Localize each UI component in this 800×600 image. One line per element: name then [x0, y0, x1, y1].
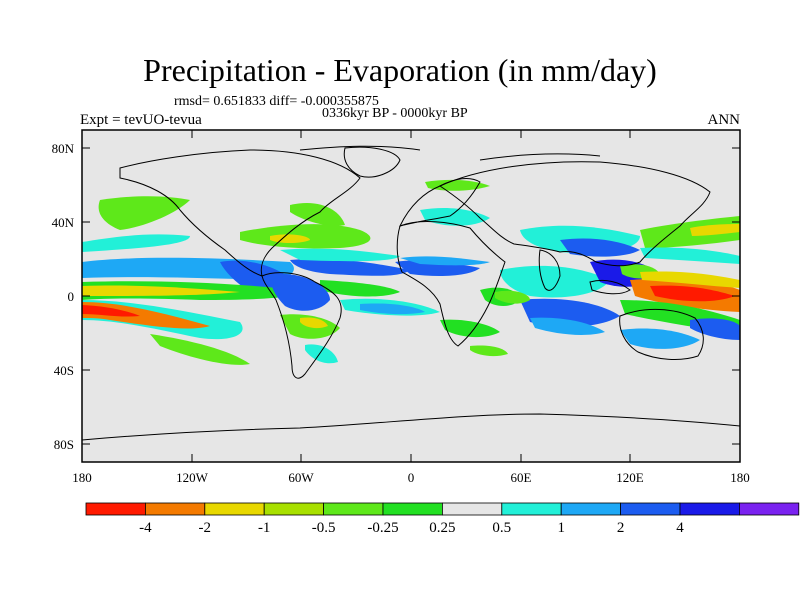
pme-cyan-indian [500, 265, 610, 298]
colorbar-box [441, 502, 503, 516]
lon-label-60e: 60E [510, 470, 532, 485]
pme-yellow-band-pacific [82, 285, 240, 296]
pme-green-atlantic-eq [320, 280, 400, 297]
lat-label-80n: 80N [51, 141, 74, 156]
pme-green-south-pacific [150, 334, 250, 365]
pme-green-indian-north [495, 290, 530, 304]
pme-green-nw-pacific [640, 216, 740, 248]
coast-arctic [299, 145, 601, 161]
pme-cyan-sa-south [305, 344, 338, 364]
coast-antarctica [82, 413, 740, 441]
lon-label-180w: 180 [72, 470, 92, 485]
colorbar-box [85, 502, 146, 516]
pme-cyan-indian-south [530, 317, 605, 335]
colorbar-box [679, 502, 740, 516]
lat-label-80s: 80S [53, 437, 74, 452]
colorbar-box [382, 502, 443, 516]
lon-label-0: 0 [407, 470, 415, 485]
colorbar [85, 502, 800, 516]
coast-asia [438, 161, 711, 267]
colorbar-label: 4 [676, 520, 684, 536]
pme-green-southern-ocean [470, 345, 508, 357]
coast-africa [396, 221, 506, 347]
pme-blue-south-indian [690, 318, 740, 340]
colorbar-label: 0.25 [429, 520, 456, 536]
lon-ticks [81, 130, 631, 462]
pme-green-asia-north [425, 179, 490, 191]
pme-yellow-nw-pacific [690, 224, 740, 236]
colorbar-box [144, 502, 206, 516]
coastlines [82, 145, 740, 441]
coast-india [538, 249, 561, 291]
pme-cyan-australia [620, 328, 700, 349]
coast-australia [619, 308, 704, 360]
lat-label-0: 0 [67, 289, 75, 304]
colorbar-box [560, 502, 622, 516]
period-label: 0336kyr BP - 0000kyr BP [322, 106, 468, 121]
coast-south-america [261, 272, 342, 379]
pme-orange-south-pacific [82, 302, 210, 329]
colorbar-label: -0.25 [367, 520, 399, 536]
pme-blue-south-america [270, 274, 330, 311]
pme-blue-south-atlantic [360, 303, 425, 315]
season-label: ANN [707, 112, 741, 128]
lon-label-180e: 180 [730, 470, 750, 485]
lon-label-120w: 120W [176, 470, 208, 485]
colorbar-label: -1 [257, 520, 271, 536]
pme-red-west-pacific [650, 285, 735, 302]
lat-label-40s: 40S [53, 363, 74, 378]
stats-line: rmsd= 0.651833 diff= -0.000355875 [174, 94, 379, 109]
pme-cyan-nw-pacific [640, 247, 740, 264]
colorbar-label: 1 [557, 520, 565, 536]
chart-title: Precipitation - Evaporation (in mm/day) [143, 52, 657, 88]
pme-green-north-atlantic [240, 224, 371, 249]
pme-cyan-atlantic [280, 248, 400, 262]
colorbar-box [323, 502, 384, 516]
lat-label-40n: 40N [51, 215, 74, 230]
lat-ticks [82, 147, 740, 445]
colorbar-label: 0.5 [492, 520, 512, 536]
coast-north-america [119, 149, 361, 277]
pme-cyan-africa [400, 256, 490, 266]
pme-blue-tropical-atlantic [290, 258, 410, 276]
pme-green-africa-south [440, 319, 500, 338]
colorbar-box [739, 502, 800, 516]
pme-yellow-west-pacific [640, 271, 740, 288]
pme-blue-asia [560, 238, 640, 257]
colorbar-box [620, 502, 681, 516]
colorbar-label: 2 [616, 520, 625, 536]
pme-green-north-pacific [98, 196, 190, 230]
lon-label-120e: 120E [616, 470, 644, 485]
coast-europe [399, 178, 481, 227]
colorbar-box [204, 502, 265, 516]
pme-green-n-atl-upper [290, 202, 345, 226]
pme-cyan-north-pacific [82, 234, 190, 252]
pme-red-south-pacific [82, 305, 140, 317]
pme-cyan-mediterranean [420, 207, 490, 226]
experiment-label: Expt = tevUO-tevua [80, 112, 202, 128]
coast-greenland [343, 146, 401, 178]
lon-label-60w: 60W [288, 470, 314, 485]
colorbar-box [263, 502, 325, 516]
colorbar-box [501, 502, 562, 516]
pme-yellow-south-america [300, 317, 328, 329]
colorbar-label: -4 [139, 520, 152, 536]
coast-maritime [589, 279, 631, 295]
colorbar-label: -0.5 [311, 520, 336, 536]
colorbar-label: -2 [198, 520, 212, 536]
